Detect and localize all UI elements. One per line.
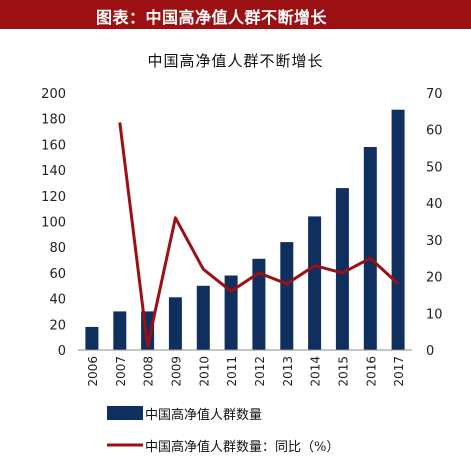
legend-label-line: 中国高净值人群数量：同比（%） [145,440,340,455]
bar-2009 [168,297,182,350]
x-tick-label: 2008 [142,356,156,387]
y-left-tick-label: 120 [41,190,66,205]
y-left-tick-label: 20 [49,318,66,333]
y-right-tick-label: 20 [426,271,443,286]
y-right-tick-label: 50 [426,160,443,175]
y-left-tick-label: 180 [41,113,66,128]
y-left-tick-label: 100 [41,216,66,231]
x-tick-label: 2012 [253,356,267,387]
y-right-tick-label: 60 [426,124,443,139]
legend-label-bars: 中国高净值人群数量 [145,408,263,423]
y-left-tick-label: 200 [41,87,66,102]
x-tick-label: 2009 [169,356,183,387]
x-tick-label: 2013 [281,356,295,387]
x-tick-label: 2016 [364,356,378,387]
bar-2011 [224,275,238,350]
banner-title: 图表：中国高净值人群不断增长 [96,8,328,27]
y-right-tick-label: 10 [426,307,443,322]
x-tick-label: 2006 [86,356,100,387]
bar-2013 [280,242,294,350]
bar-2014 [308,216,322,350]
y-left-tick-label: 60 [49,267,66,282]
x-tick-label: 2017 [392,356,406,387]
y-left-tick-label: 80 [49,241,66,256]
bar-2016 [363,147,377,350]
y-right-tick-label: 30 [426,234,443,249]
y-right-tick-label: 0 [426,344,434,359]
x-tick-label: 2014 [309,356,323,387]
y-left-tick-label: 160 [41,138,66,153]
chart-title: 中国高净值人群不断增长 [147,52,324,70]
bar-2012 [252,258,266,350]
x-tick-label: 2015 [336,356,350,387]
bar-2017 [391,109,405,350]
bar-2006 [85,326,99,350]
y-left-tick-label: 0 [58,344,66,359]
bar-2007 [113,311,127,350]
bar-2010 [196,285,210,351]
legend-line-swatch [107,443,143,447]
y-right-tick-label: 70 [426,87,443,102]
legend-bar-swatch [107,406,143,420]
y-left-tick-label: 40 [49,293,66,308]
x-tick-label: 2007 [114,356,128,387]
y-right-tick-label: 40 [426,197,443,212]
x-tick-label: 2010 [197,356,211,387]
x-tick-label: 2011 [225,356,239,387]
header-banner: 图表：中国高净值人群不断增长 [0,0,471,29]
y-left-tick-label: 140 [41,164,66,179]
bar-2015 [335,188,349,350]
